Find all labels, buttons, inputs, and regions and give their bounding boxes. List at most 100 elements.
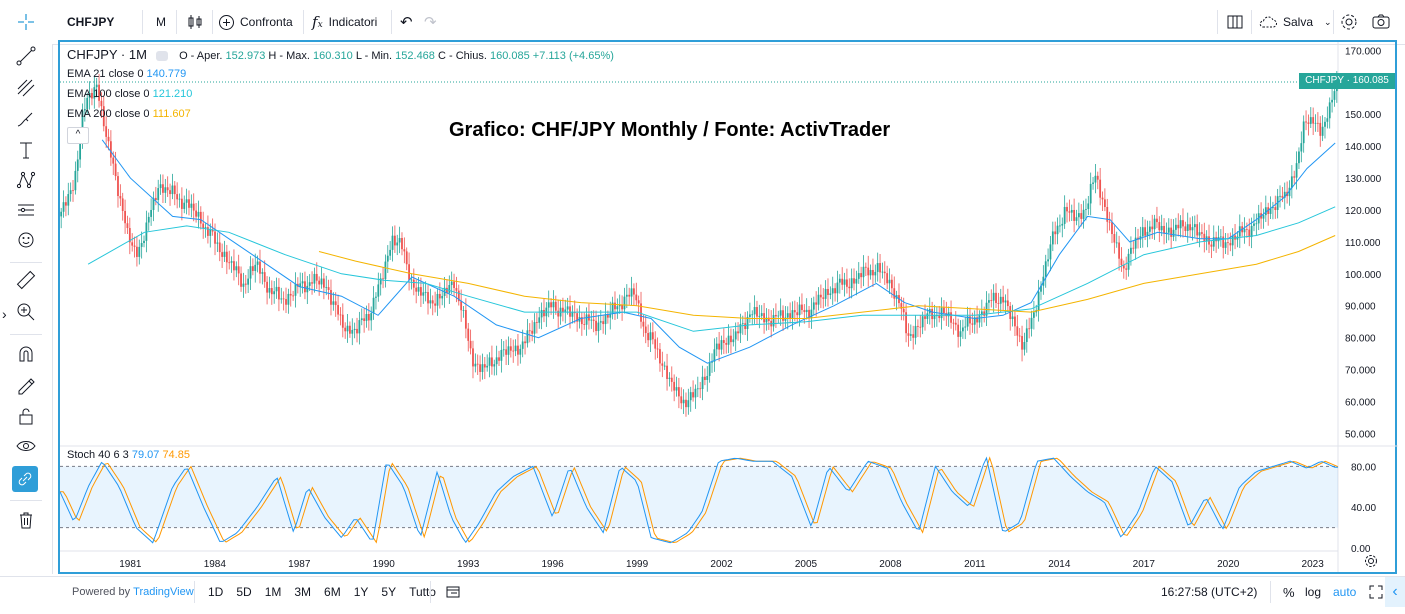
percent-toggle[interactable]: % (1283, 584, 1295, 600)
candle (1198, 222, 1201, 248)
candle-body (765, 317, 768, 323)
candle-body (472, 348, 474, 367)
ema21-line (101, 139, 1336, 364)
indicators-button[interactable]: fx Indicatori (312, 0, 377, 44)
stoch-legend[interactable]: Stoch 40 6 3 79.07 74.85 (67, 449, 190, 461)
range-5d[interactable]: 5D (236, 585, 252, 599)
range-1d[interactable]: 1D (208, 585, 224, 599)
candle (446, 279, 448, 298)
ruler-icon[interactable] (14, 268, 38, 292)
range-1y[interactable]: 1Y (353, 585, 369, 599)
candle-body (602, 321, 605, 325)
candle-body (233, 261, 235, 271)
candle (143, 235, 145, 248)
candle-body (850, 278, 853, 289)
symbol-search-button[interactable]: CHFJPY (67, 0, 114, 44)
trash-icon[interactable] (14, 508, 38, 532)
unlock-icon[interactable] (14, 404, 38, 428)
camera-icon[interactable] (1371, 0, 1391, 44)
link-icon[interactable] (12, 466, 38, 492)
candle (1146, 220, 1149, 248)
candle (959, 320, 962, 347)
candle (1227, 233, 1229, 255)
brush-icon[interactable] (14, 108, 38, 132)
auto-toggle[interactable]: auto (1333, 585, 1357, 599)
candle (436, 289, 439, 316)
candle-body (853, 278, 855, 284)
layout-icon[interactable] (1226, 0, 1244, 44)
candle-body (1111, 222, 1113, 235)
gear-icon[interactable] (1339, 0, 1359, 44)
fib-tool-icon[interactable] (14, 76, 38, 100)
ema200-legend[interactable]: EMA 200 close 0 111.607 (67, 108, 191, 120)
date-range-icon[interactable] (445, 577, 461, 607)
range-1m[interactable]: 1M (264, 585, 282, 599)
redo-icon[interactable]: ↷ (424, 14, 437, 31)
scale-settings-gear-icon[interactable] (1363, 553, 1379, 569)
eye-icon[interactable] (14, 434, 38, 458)
clock-time[interactable]: 16:27:58 (UTC+2) (1161, 585, 1258, 599)
candle (938, 305, 941, 323)
compare-button[interactable]: Confronta (218, 0, 293, 44)
undo-icon[interactable]: ↶ (400, 14, 413, 31)
chevron-left-icon[interactable]: ‹ (1385, 577, 1405, 607)
candle (765, 308, 768, 331)
range-6m[interactable]: 6M (324, 585, 341, 599)
text-tool-icon[interactable] (14, 138, 38, 162)
lock-drawing-icon[interactable] (14, 372, 38, 396)
candle-body (126, 223, 129, 229)
candle-body (564, 309, 567, 313)
candle-body (185, 199, 188, 203)
candle (744, 311, 747, 336)
crosshair-icon[interactable] (14, 0, 38, 44)
smiley-icon[interactable] (14, 228, 38, 252)
candle-body (1106, 206, 1109, 222)
save-button[interactable]: Salva ⌄ (1258, 0, 1332, 44)
candle-body (1025, 328, 1028, 343)
candle-body (677, 387, 680, 397)
candle-body (251, 266, 254, 271)
candle-body (793, 310, 796, 313)
candle (420, 277, 422, 308)
candles-icon[interactable] (185, 0, 205, 44)
range-all[interactable]: Tutto (409, 585, 436, 599)
candle (1040, 281, 1042, 300)
candle-body (1243, 228, 1246, 233)
candle (881, 262, 884, 279)
candle-body (512, 350, 515, 352)
candle (663, 361, 666, 371)
prediction-icon[interactable] (14, 198, 38, 222)
pattern-icon[interactable] (14, 168, 38, 192)
candle (1063, 195, 1066, 229)
fullscreen-icon[interactable] (1369, 577, 1383, 607)
candle (154, 186, 157, 206)
log-toggle[interactable]: log (1305, 585, 1322, 599)
ema21-legend[interactable]: EMA 21 close 0 140.779 (67, 68, 186, 80)
powered-by[interactable]: Powered by TradingView (72, 577, 194, 607)
candle-body (299, 283, 302, 287)
interval-button[interactable]: M (156, 0, 166, 44)
range-3m[interactable]: 3M (294, 585, 312, 599)
candle-body (737, 331, 739, 334)
range-5y[interactable]: 5Y (381, 585, 397, 599)
ema200-value: 111.607 (152, 108, 191, 120)
legend-menu-icon[interactable] (156, 51, 168, 62)
collapse-legend-button[interactable]: ^ (67, 127, 89, 144)
candle-body (190, 203, 193, 208)
candle-body (195, 210, 197, 217)
candle-body (867, 267, 870, 276)
magnet-icon[interactable] (14, 342, 38, 366)
candle-body (822, 297, 825, 299)
trend-line-icon[interactable] (14, 44, 38, 68)
ema100-legend[interactable]: EMA 100 close 0 121.210 (67, 88, 192, 100)
candle (502, 341, 505, 357)
zoom-in-icon[interactable] (14, 300, 38, 324)
candle-body (91, 93, 93, 99)
chevron-right-icon[interactable]: › (2, 306, 7, 322)
candle-body (938, 315, 941, 319)
indicators-label: Indicatori (328, 15, 378, 29)
candle (606, 310, 609, 324)
candle (654, 331, 657, 360)
candle (105, 116, 108, 148)
